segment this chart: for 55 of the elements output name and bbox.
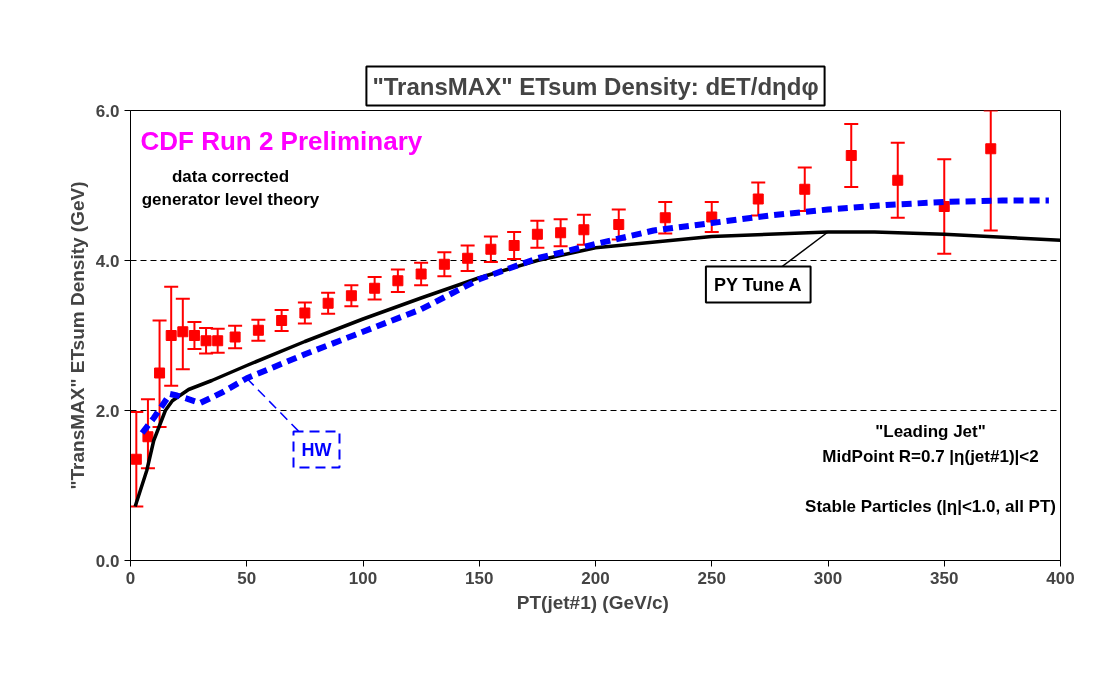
point: [799, 183, 811, 195]
y-tick-label: 2.0: [95, 401, 120, 421]
annotation: Stable Particles (|η|<1.0, all PT): [805, 496, 1056, 516]
x-tick-label: 0: [125, 568, 136, 588]
x-tick-label: 200: [581, 568, 610, 588]
x-tick-label: 150: [465, 568, 494, 588]
annotation: "Leading Jet": [875, 421, 986, 441]
point: [165, 330, 177, 341]
point: [322, 297, 334, 309]
point: [578, 224, 590, 236]
annotation: data corrected: [171, 166, 290, 186]
annotation: generator level theory: [141, 189, 320, 209]
point: [415, 268, 427, 280]
point: [462, 252, 474, 264]
point: [752, 193, 764, 205]
point: [142, 431, 154, 443]
point: [252, 324, 264, 336]
point: [985, 143, 997, 155]
point: [485, 243, 497, 255]
point: [345, 290, 357, 302]
point: [392, 275, 404, 287]
point: [531, 228, 543, 240]
chart-title: "TransMAX" ETsum Density: dET/dηdφ: [372, 72, 819, 100]
point: [508, 240, 520, 251]
point: [369, 282, 381, 294]
x-tick-label: 350: [930, 568, 959, 588]
point: [188, 330, 200, 341]
point: [845, 150, 857, 161]
text: PY Tune A: [713, 274, 802, 295]
point: [154, 367, 166, 379]
y-tick-label: 4.0: [95, 251, 120, 271]
x-tick-label: 250: [697, 568, 726, 588]
point: [212, 335, 224, 347]
point: [299, 307, 311, 319]
x-tick-label: 300: [813, 568, 843, 588]
y-axis-title: "TransMAX" ETsum Density (GeV): [66, 181, 88, 490]
annotation: MidPoint R=0.7 |η(jet#1)|<2: [822, 446, 1039, 466]
x-tick-label: 400: [1046, 568, 1075, 588]
x-axis-title: PT(jet#1) (GeV/c): [516, 591, 669, 613]
point: [892, 174, 904, 186]
point: [438, 258, 450, 270]
point: [555, 227, 567, 239]
point: [200, 335, 212, 347]
y-tick-label: 0.0: [95, 551, 120, 571]
x-tick-label: 100: [348, 568, 378, 588]
x-tick-label: 50: [237, 568, 257, 588]
point: [177, 326, 189, 338]
point: [229, 331, 241, 343]
point: [276, 315, 288, 326]
annotation: CDF Run 2 Preliminary: [140, 125, 423, 156]
point: [613, 219, 625, 230]
point: [659, 212, 671, 224]
point: [130, 453, 142, 465]
y-tick-label: 6.0: [95, 101, 120, 121]
text: HW: [301, 439, 332, 460]
